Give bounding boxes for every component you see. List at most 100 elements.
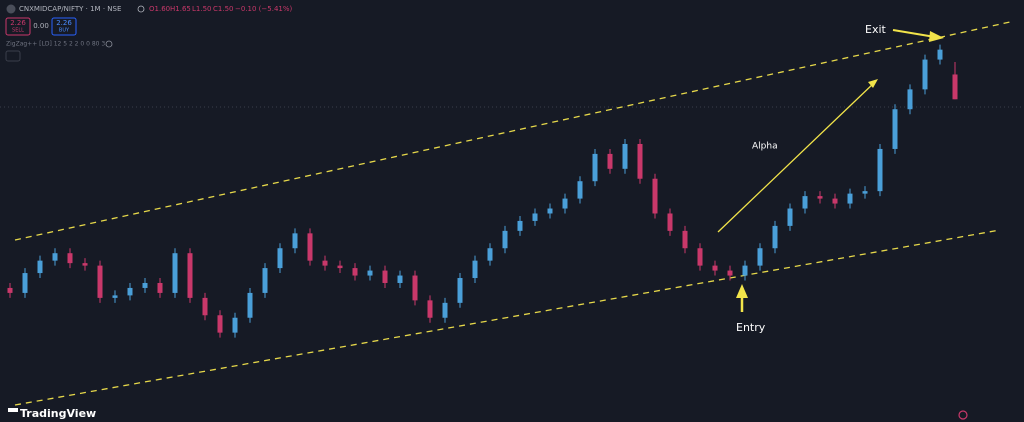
candle-body [262, 268, 268, 293]
candle-body [862, 191, 868, 194]
candle-body [397, 275, 403, 283]
candle-body [337, 265, 343, 269]
candle-body [547, 208, 553, 214]
candle-body [457, 278, 463, 303]
candle-body [832, 198, 838, 204]
sell-price: 2.26 [10, 19, 26, 27]
candle-body [937, 49, 943, 60]
candle-body [892, 109, 898, 149]
buy-button[interactable] [51, 17, 77, 36]
candle-body [427, 300, 433, 318]
candle-body [472, 260, 478, 279]
candle-body [532, 213, 538, 221]
candle-body [637, 143, 643, 179]
candle-body [667, 213, 673, 231]
candle-body [772, 225, 778, 249]
candle-body [157, 282, 163, 293]
candle-body [577, 181, 583, 199]
candle-body [562, 198, 568, 209]
entry-arrowhead [736, 284, 748, 298]
brand-icon [8, 408, 18, 412]
candle-body [607, 153, 613, 169]
buy-label: BUY [59, 28, 70, 34]
candle-body [277, 248, 283, 269]
candle-body [877, 148, 883, 192]
candle-body [802, 196, 808, 209]
candle-body [292, 233, 298, 249]
candle-body [82, 263, 88, 266]
alert-icon[interactable] [958, 410, 968, 420]
candle-body [127, 287, 133, 296]
candle-body [487, 248, 493, 261]
candle-body [322, 260, 328, 266]
candle-body [952, 74, 958, 100]
alpha-arrow [717, 81, 876, 233]
candles [7, 44, 958, 338]
exit-label: Exit [865, 23, 887, 36]
candle-body [442, 302, 448, 318]
status-icon [137, 5, 145, 13]
candle-body [382, 270, 388, 283]
candle-body [742, 265, 748, 276]
candle-body [307, 233, 313, 261]
sell-button[interactable] [5, 17, 31, 36]
candle-body [67, 253, 73, 264]
candle-body [652, 178, 658, 214]
candle-body [907, 89, 913, 110]
exit-arrowhead [929, 31, 944, 42]
candle-body [7, 287, 13, 293]
sell-label: SELL [12, 28, 24, 34]
candle-body [727, 270, 733, 276]
candle-body [682, 230, 688, 249]
candle-body [232, 317, 238, 333]
channel-lower [14, 229, 1001, 406]
visibility-icon[interactable] [105, 40, 113, 48]
symbol-icon [6, 4, 16, 14]
buy-price: 2.26 [56, 19, 72, 27]
indicator[interactable]: ZigZag++ [LD] 12 5 2 2 0 0 80 3 [6, 41, 105, 48]
candle-body [112, 295, 118, 298]
collapse-button[interactable] [5, 50, 21, 62]
candle-body [817, 196, 823, 199]
candle-body [217, 315, 223, 333]
candle-body [202, 297, 208, 316]
candle-body [22, 273, 28, 293]
alpha-arrowhead [868, 79, 878, 88]
candle-body [622, 143, 628, 169]
candle-body [247, 292, 253, 318]
candle-body [412, 275, 418, 301]
candle-body [367, 270, 373, 276]
ohlc-change: −0.10 (−5.41%) [235, 5, 293, 13]
candle-body [502, 230, 508, 249]
candle-body [697, 248, 703, 266]
alpha-label: Alpha [752, 142, 778, 152]
candle-body [517, 220, 523, 231]
symbol[interactable]: CNXMIDCAP/NIFTY · 1M · NSE [19, 5, 121, 13]
ohlc-high: H1.65 [170, 5, 191, 13]
candle-body [52, 253, 58, 261]
candle-body [922, 59, 928, 90]
ohlc-close: C1.50 [213, 5, 233, 13]
candle-body [187, 253, 193, 298]
brand: TradingView [20, 407, 96, 420]
exit-arrow [892, 29, 936, 38]
candle-body [757, 248, 763, 266]
ohlc-open: O1.60 [149, 5, 170, 13]
candle-body [592, 153, 598, 182]
candle-body [352, 268, 358, 276]
candle-body [142, 282, 148, 288]
candle-body [172, 253, 178, 293]
spread: 0.00 [33, 22, 49, 30]
candle-body [37, 260, 43, 274]
channel-upper [14, 21, 1011, 241]
brand-logo: TradingView [20, 407, 96, 420]
entry-label: Entry [736, 321, 766, 334]
ohlc-low: L1.50 [192, 5, 212, 13]
candle-body [97, 265, 103, 298]
candle-body [712, 265, 718, 271]
candle-body [847, 193, 853, 204]
candle-body [787, 208, 793, 226]
